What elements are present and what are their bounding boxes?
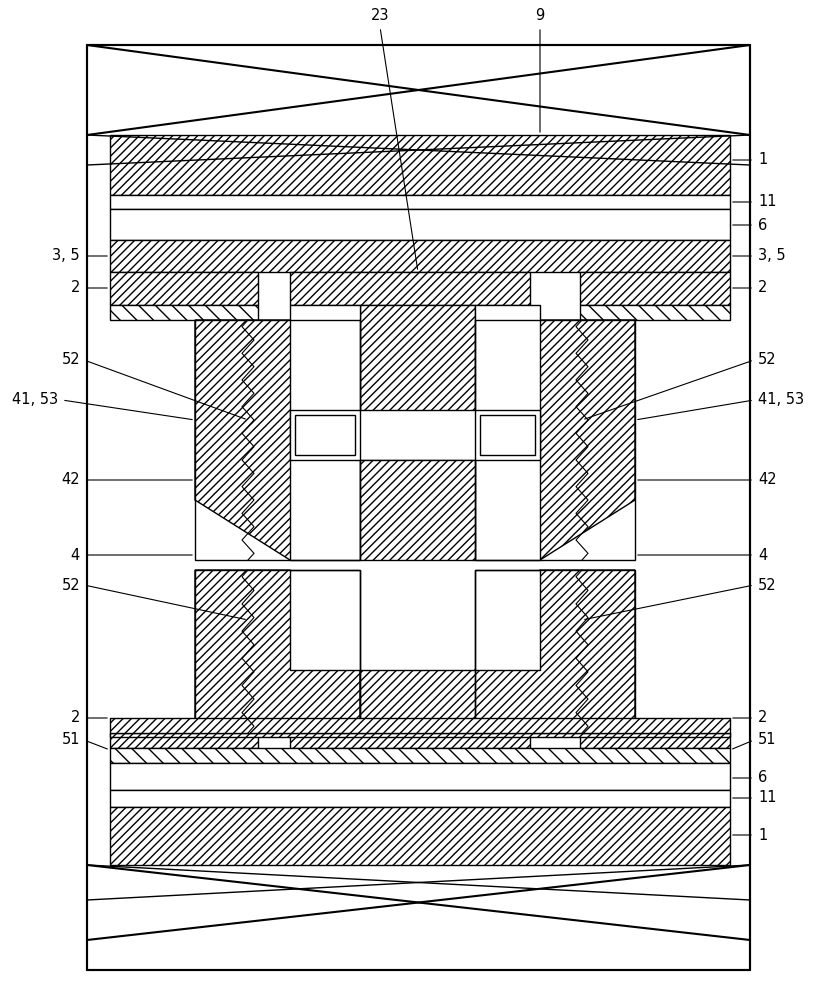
Text: 2: 2 (70, 280, 80, 296)
Text: 52: 52 (61, 578, 80, 592)
Bar (110, 195, 730, 209)
Text: 51: 51 (758, 732, 777, 748)
Text: 4: 4 (70, 548, 80, 562)
Bar (475, 570, 635, 733)
Bar (290, 272, 530, 305)
Text: 2: 2 (758, 710, 768, 726)
Bar (360, 305, 475, 460)
Bar (195, 570, 360, 733)
Bar (580, 305, 730, 320)
Bar (295, 415, 355, 455)
Bar (580, 733, 730, 748)
Polygon shape (475, 320, 635, 560)
Text: 11: 11 (758, 790, 777, 806)
Bar (110, 240, 730, 272)
Text: 52: 52 (758, 353, 777, 367)
Text: 2: 2 (758, 280, 768, 296)
Text: 3, 5: 3, 5 (758, 248, 786, 263)
Bar (110, 718, 730, 733)
Text: 23: 23 (370, 8, 389, 23)
Text: 41, 53: 41, 53 (758, 392, 804, 408)
Text: 9: 9 (535, 8, 545, 23)
Text: 42: 42 (61, 473, 80, 488)
Text: 52: 52 (61, 353, 80, 367)
Bar (110, 209, 730, 240)
Text: 3, 5: 3, 5 (53, 248, 80, 263)
Bar (110, 748, 730, 763)
Bar (290, 570, 360, 670)
Text: 1: 1 (758, 828, 768, 842)
Bar (110, 807, 730, 865)
Text: 51: 51 (61, 732, 80, 748)
Bar (110, 790, 730, 807)
Bar (480, 415, 535, 455)
Text: 1: 1 (758, 152, 768, 167)
Bar (475, 305, 540, 560)
Polygon shape (475, 570, 635, 733)
Text: 6: 6 (758, 770, 768, 786)
Polygon shape (195, 570, 360, 733)
Bar (110, 135, 730, 195)
Bar (87, 45, 750, 970)
Bar (580, 272, 730, 305)
Bar (195, 320, 360, 560)
Bar (110, 733, 730, 737)
Bar (110, 305, 258, 320)
Bar (290, 305, 360, 560)
Bar (360, 670, 475, 733)
Text: 11: 11 (758, 194, 777, 210)
Bar (475, 570, 540, 670)
Text: 41, 53: 41, 53 (12, 392, 58, 408)
Bar (110, 763, 730, 790)
Bar (110, 272, 258, 305)
Text: 52: 52 (758, 578, 777, 592)
Text: 4: 4 (758, 548, 768, 562)
Text: 42: 42 (758, 473, 777, 488)
Bar (290, 410, 540, 460)
Text: 2: 2 (70, 710, 80, 726)
Bar (360, 460, 475, 560)
Polygon shape (195, 320, 360, 560)
Bar (475, 320, 635, 560)
Bar (290, 733, 530, 748)
Text: 6: 6 (758, 218, 768, 232)
Bar (110, 733, 258, 748)
